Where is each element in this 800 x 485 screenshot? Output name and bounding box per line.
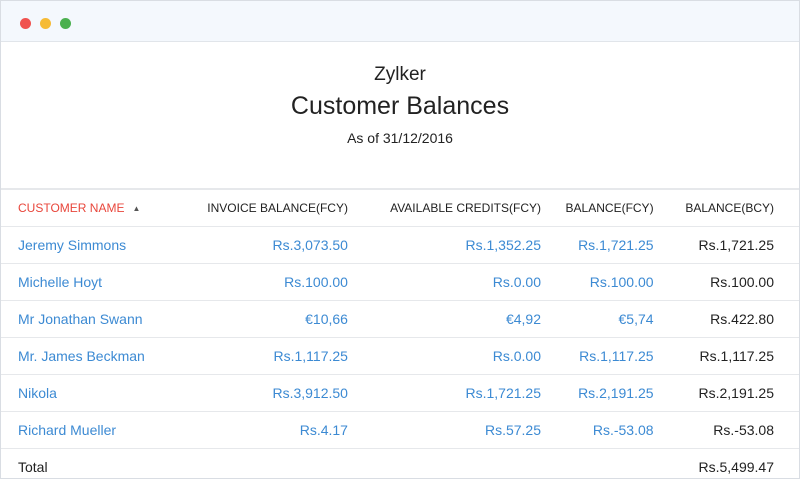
balance-bcy: Rs.1,721.25 xyxy=(654,227,799,264)
organization-name: Zylker xyxy=(1,64,799,86)
title-bar xyxy=(1,1,799,42)
balance-bcy: Rs.-53.08 xyxy=(654,412,799,449)
balance-fcy-link[interactable]: Rs.2,191.25 xyxy=(541,375,654,412)
close-window-button[interactable] xyxy=(20,18,31,29)
customer-name-link[interactable]: Richard Mueller xyxy=(1,412,168,449)
customer-name-link[interactable]: Mr. James Beckman xyxy=(1,338,168,375)
available-credits-link[interactable]: Rs.1,352.25 xyxy=(348,227,541,264)
invoice-balance-link[interactable]: Rs.100.00 xyxy=(168,264,348,301)
customer-balances-table: CUSTOMER NAME ▲ INVOICE BALANCE(FCY) AVAI… xyxy=(1,188,799,485)
sort-icon[interactable]: ▲ xyxy=(132,204,140,213)
available-credits-link[interactable]: Rs.57.25 xyxy=(348,412,541,449)
column-header-balance-bcy[interactable]: BALANCE(BCY) xyxy=(654,189,799,227)
invoice-balance-link[interactable]: €10,66 xyxy=(168,301,348,338)
customer-name-link[interactable]: Mr Jonathan Swann xyxy=(1,301,168,338)
balance-fcy-link[interactable]: Rs.-53.08 xyxy=(541,412,654,449)
invoice-balance-link[interactable]: Rs.1,117.25 xyxy=(168,338,348,375)
balance-bcy: Rs.1,117.25 xyxy=(654,338,799,375)
maximize-window-button[interactable] xyxy=(60,18,71,29)
column-header-balance-fcy[interactable]: BALANCE(FCY) xyxy=(541,189,654,227)
customer-name-link[interactable]: Michelle Hoyt xyxy=(1,264,168,301)
available-credits-link[interactable]: Rs.0.00 xyxy=(348,338,541,375)
table-header-row: CUSTOMER NAME ▲ INVOICE BALANCE(FCY) AVAI… xyxy=(1,189,799,227)
invoice-balance-link[interactable]: Rs.3,073.50 xyxy=(168,227,348,264)
available-credits-link[interactable]: €4,92 xyxy=(348,301,541,338)
report-date: As of 31/12/2016 xyxy=(1,130,799,146)
invoice-balance-link[interactable]: Rs.4.17 xyxy=(168,412,348,449)
balance-fcy-link[interactable]: €5,74 xyxy=(541,301,654,338)
minimize-window-button[interactable] xyxy=(40,18,51,29)
balance-fcy-link[interactable]: Rs.1,117.25 xyxy=(541,338,654,375)
customer-name-link[interactable]: Jeremy Simmons xyxy=(1,227,168,264)
balance-bcy: Rs.2,191.25 xyxy=(654,375,799,412)
report-title: Customer Balances xyxy=(1,92,799,121)
column-header-available-credits[interactable]: AVAILABLE CREDITS(FCY) xyxy=(348,189,541,227)
balance-fcy-link[interactable]: Rs.1,721.25 xyxy=(541,227,654,264)
available-credits-link[interactable]: Rs.1,721.25 xyxy=(348,375,541,412)
total-label: Total xyxy=(1,449,168,485)
balance-bcy: Rs.422.80 xyxy=(654,301,799,338)
available-credits-link[interactable]: Rs.0.00 xyxy=(348,264,541,301)
total-row: Total Rs.5,499.47 xyxy=(1,449,799,485)
balance-bcy: Rs.100.00 xyxy=(654,264,799,301)
column-header-customer-name[interactable]: CUSTOMER NAME ▲ xyxy=(1,189,168,227)
balance-fcy-link[interactable]: Rs.100.00 xyxy=(541,264,654,301)
customer-name-link[interactable]: Nikola xyxy=(1,375,168,412)
column-header-invoice-balance[interactable]: INVOICE BALANCE(FCY) xyxy=(168,189,348,227)
total-value: Rs.5,499.47 xyxy=(654,449,799,485)
column-label: CUSTOMER NAME xyxy=(18,201,124,215)
invoice-balance-link[interactable]: Rs.3,912.50 xyxy=(168,375,348,412)
